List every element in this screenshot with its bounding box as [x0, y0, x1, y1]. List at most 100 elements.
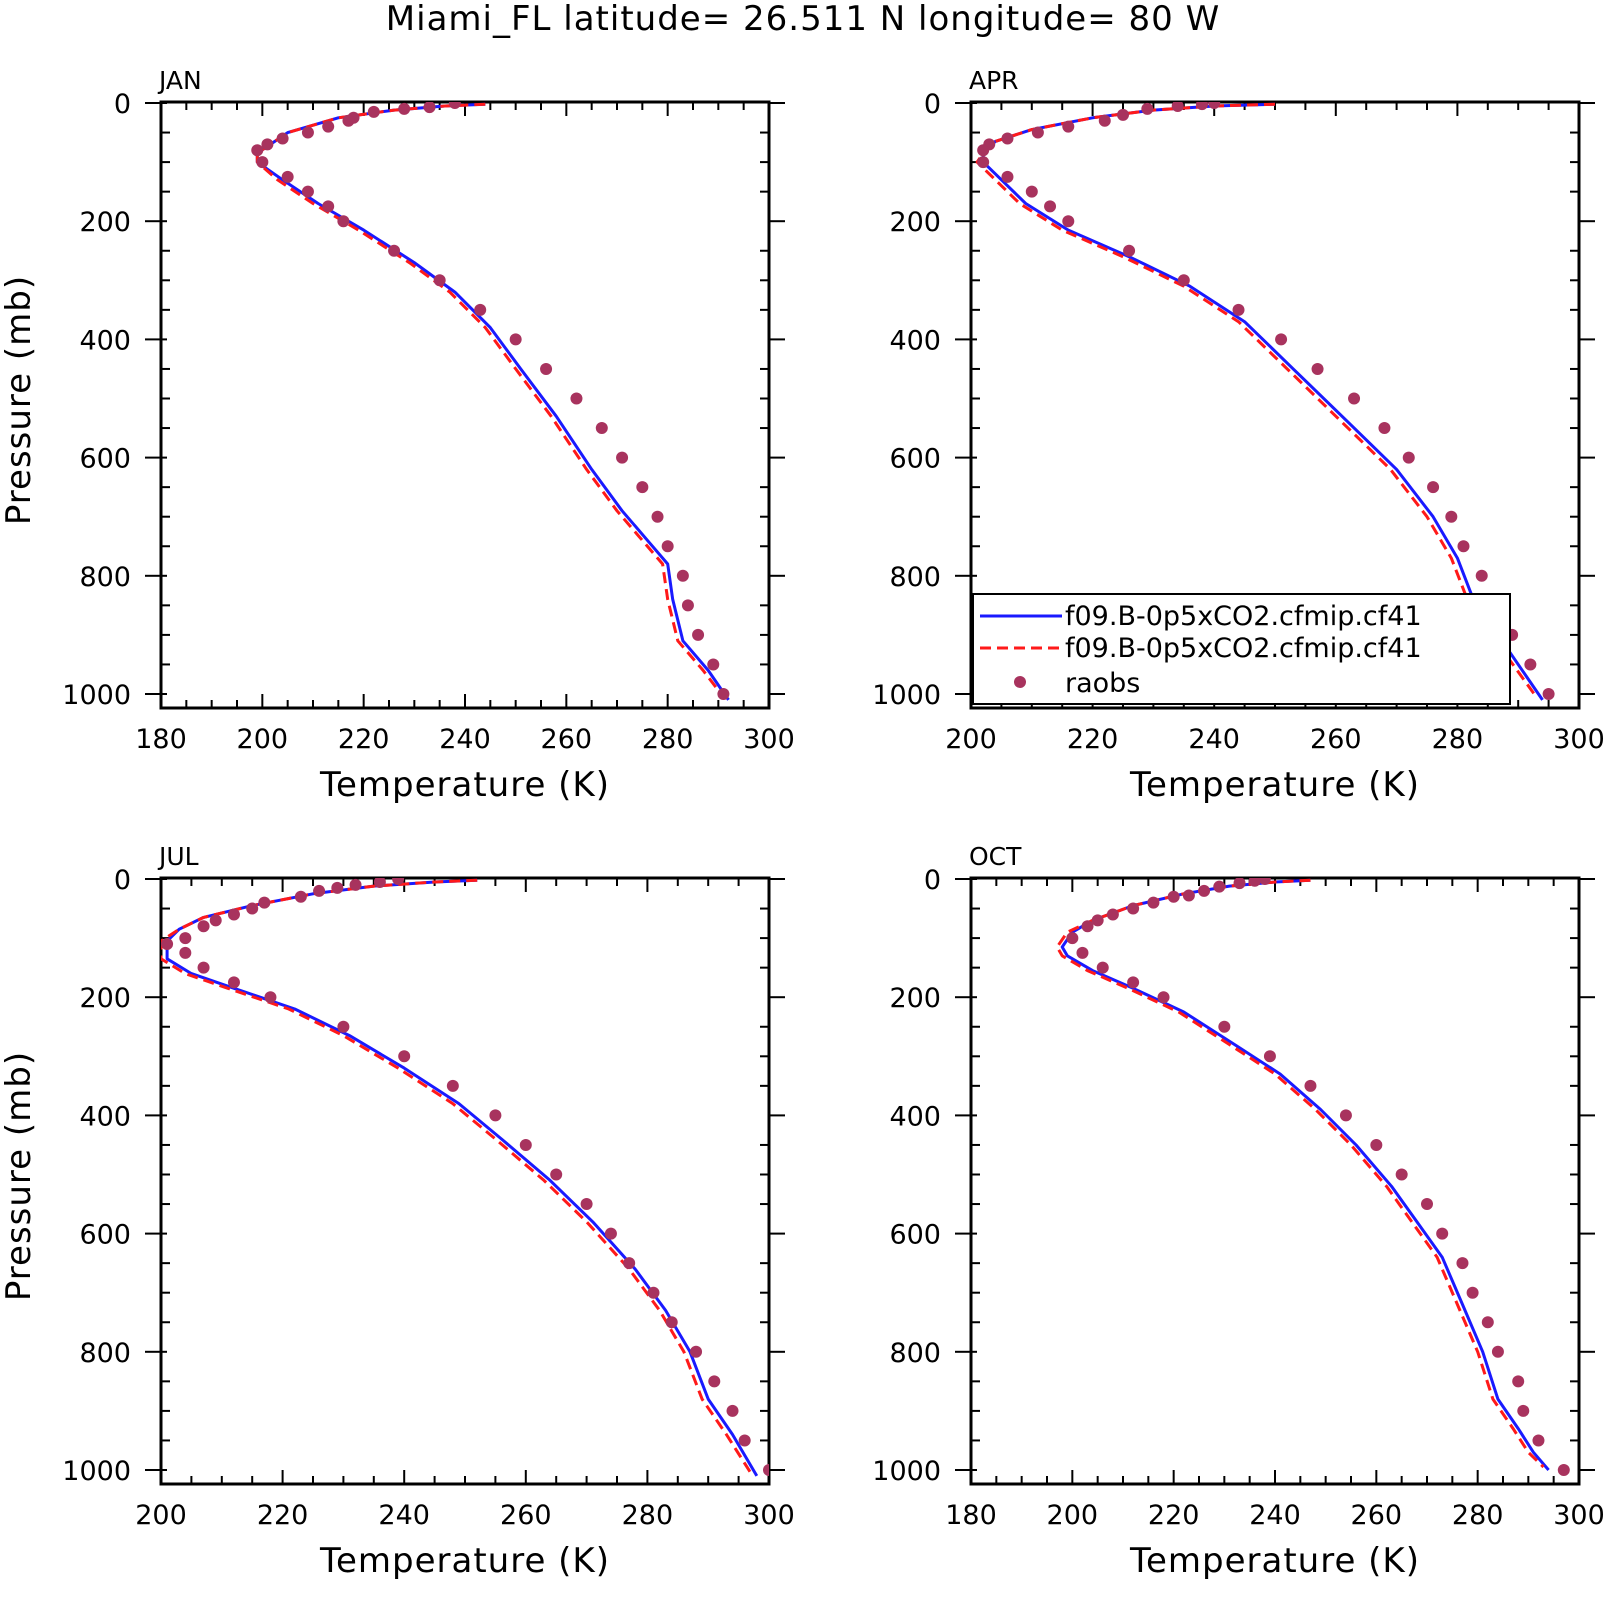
raobs-point	[1062, 215, 1075, 228]
x-tick-label: 280	[1432, 724, 1484, 755]
raobs-point	[1141, 102, 1154, 115]
legend: f09.B-0p5xCO2.cfmip.cf41 f09.B-0p5xCO2.c…	[972, 593, 1511, 705]
raobs-point	[616, 451, 629, 464]
raobs-point	[708, 1375, 721, 1388]
raobs-point	[661, 540, 674, 553]
raobs-point	[540, 362, 553, 375]
y-tick-label: 800	[889, 1338, 941, 1369]
x-axis-label: Temperature (K)	[319, 765, 610, 805]
raobs-point	[392, 878, 405, 885]
raobs-point	[423, 102, 436, 114]
series-group-apr	[975, 102, 1555, 701]
raobs-point	[1258, 878, 1271, 885]
x-tick-label: 280	[642, 724, 694, 755]
panels: JAN 180 200 220 240 260 280 300 0 200 400 600 800 100…	[0, 66, 1605, 1581]
x-tick-label: 200	[237, 724, 289, 755]
y-tick-label: 1000	[872, 680, 941, 711]
raobs-point	[1127, 976, 1140, 989]
y-tick-label: 0	[114, 865, 131, 896]
y-axis-label: Pressure (mb)	[0, 275, 39, 525]
raobs-point	[1171, 102, 1184, 112]
y-tick-label: 400	[889, 1101, 941, 1132]
raobs-point	[1263, 1050, 1276, 1063]
raobs-point	[580, 1198, 593, 1211]
panel-jan: JAN 180 200 220 240 260 280 300 0 200 400 600 800 100…	[0, 66, 795, 805]
raobs-point	[261, 138, 274, 151]
model-line-solid	[1060, 878, 1550, 1471]
raobs-point	[301, 185, 314, 198]
x-tick-label: 300	[743, 1500, 795, 1531]
legend-label-3: raobs	[1065, 668, 1140, 699]
y-tick-label: 800	[79, 1338, 131, 1369]
x-tick-label: 200	[1047, 1500, 1099, 1531]
x-tick-label: 240	[378, 1500, 430, 1531]
x-tick-label: 220	[1148, 1500, 1200, 1531]
raobs-point	[738, 1434, 751, 1447]
raobs-point	[197, 920, 210, 933]
raobs-point	[1081, 920, 1094, 933]
x-tick-label: 200	[135, 1500, 187, 1531]
raobs-point	[717, 688, 730, 700]
y-tick-label: 400	[889, 325, 941, 356]
raobs-point	[1512, 1375, 1525, 1388]
y-tick-label: 1000	[62, 1456, 131, 1487]
raobs-point	[623, 1257, 636, 1270]
raobs-point	[294, 890, 307, 903]
raobs-point	[1248, 878, 1261, 887]
raobs-point	[1233, 878, 1246, 890]
raobs-point	[1311, 362, 1324, 375]
y-tick-label: 1000	[872, 1456, 941, 1487]
x-tick-label: 300	[743, 724, 795, 755]
raobs-point	[179, 946, 192, 959]
y-tick-label: 600	[889, 444, 941, 475]
raobs-point	[246, 902, 259, 915]
raobs-point	[595, 422, 608, 435]
series-group-oct	[1055, 878, 1570, 1476]
plot-frame-jul	[159, 876, 771, 1486]
x-axis-label: Temperature (K)	[319, 1541, 610, 1581]
y-tick-label: 600	[79, 1220, 131, 1251]
raobs-point	[1517, 1404, 1530, 1417]
raobs-point	[1427, 481, 1440, 494]
raobs-point	[1532, 1434, 1545, 1447]
raobs-point	[1475, 569, 1488, 582]
raobs-point	[1062, 120, 1075, 133]
model-line-solid	[165, 878, 759, 1477]
raobs-point	[1557, 1464, 1570, 1476]
raobs-point	[1208, 102, 1221, 109]
raobs-point	[1491, 1345, 1504, 1358]
raobs-point	[604, 1227, 617, 1240]
panel-jul: JUL 200 220 240 260 280 300 0 200 400 600 800 1000 Te…	[0, 842, 795, 1581]
raobs-point	[1370, 1138, 1383, 1151]
raobs-point	[1091, 914, 1104, 927]
raobs-point	[448, 102, 461, 109]
raobs-point	[1232, 303, 1245, 316]
raobs-point	[1304, 1079, 1317, 1092]
raobs-point	[179, 932, 192, 945]
raobs-point	[1066, 932, 1079, 945]
legend-box	[972, 593, 1511, 705]
series-group-jan	[251, 102, 730, 701]
model-line-dashed	[161, 878, 753, 1474]
raobs-point	[264, 991, 277, 1004]
raobs-point	[373, 878, 386, 888]
raobs-point	[1218, 1020, 1231, 1033]
raobs-point	[398, 1050, 411, 1063]
x-tick-label: 240	[1249, 1500, 1301, 1531]
raobs-point	[322, 200, 335, 213]
y-tick-label: 1000	[62, 680, 131, 711]
raobs-point	[1542, 688, 1555, 700]
x-tick-label: 260	[541, 724, 593, 755]
raobs-point	[1117, 108, 1129, 121]
raobs-point	[651, 510, 664, 523]
x-tick-label: 220	[257, 1500, 309, 1531]
raobs-point	[726, 1404, 739, 1417]
raobs-point	[1456, 1257, 1469, 1270]
x-tick-label: 280	[622, 1500, 674, 1531]
raobs-point	[676, 569, 689, 582]
raobs-point	[349, 878, 362, 891]
raobs-point	[665, 1316, 678, 1329]
y-tick-label: 400	[79, 325, 131, 356]
raobs-point	[707, 658, 720, 671]
raobs-point	[1436, 1227, 1449, 1240]
